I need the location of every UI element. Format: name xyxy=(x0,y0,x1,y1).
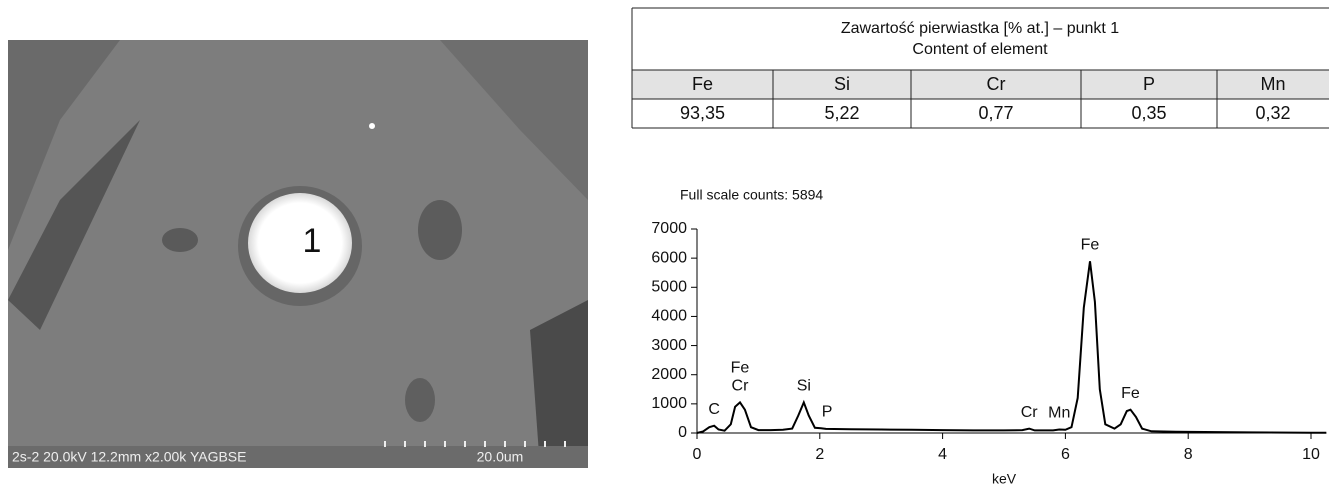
scale-bar xyxy=(384,441,566,447)
table-cell: 0,35 xyxy=(1131,103,1166,123)
x-tick-label: 10 xyxy=(1302,446,1320,463)
sem-region xyxy=(8,120,140,330)
sem-region xyxy=(440,40,588,200)
y-tick-label: 0 xyxy=(678,424,687,441)
peak-label: Mn xyxy=(1048,405,1070,422)
x-tick-label: 4 xyxy=(938,446,947,463)
column-header: Si xyxy=(834,74,850,94)
x-tick-label: 0 xyxy=(693,446,702,463)
column-header: Cr xyxy=(987,74,1006,94)
peak-label: Fe xyxy=(1121,385,1140,402)
sem-image: 1 2s-2 20.0kV 12.2mm x2.00k YAGBSE 20.0u… xyxy=(8,40,588,468)
chart-subtitle: Full scale counts: 5894 xyxy=(680,187,823,203)
peak-label: Fe xyxy=(731,360,750,377)
x-tick-label: 8 xyxy=(1184,446,1193,463)
table-cell: 93,35 xyxy=(680,103,725,123)
table-title: Content of element xyxy=(912,41,1048,58)
header-row xyxy=(632,70,773,99)
sem-pore xyxy=(405,378,435,422)
y-tick-label: 5000 xyxy=(651,279,687,296)
peak-label: Cr xyxy=(732,378,750,395)
peak-label: Fe xyxy=(1081,236,1100,253)
spectrum-line xyxy=(696,261,1327,434)
peak-label: Si xyxy=(797,378,811,395)
table: Zawartość pierwiastka [% at.] – punkt 1 … xyxy=(631,7,1329,129)
y-tick-label: 7000 xyxy=(651,220,687,237)
y-tick-label: 6000 xyxy=(651,249,687,266)
sem-info-bar xyxy=(8,446,588,468)
sem-scale: 20.0um xyxy=(477,449,524,465)
x-axis-label: keV xyxy=(992,471,1017,487)
peak-label: C xyxy=(708,401,720,418)
y-tick-label: 3000 xyxy=(651,337,687,354)
sem-speck xyxy=(369,123,375,129)
point-marker: 1 xyxy=(303,222,322,260)
table-cell: 0,77 xyxy=(978,103,1013,123)
column-header: P xyxy=(1143,74,1155,94)
column-header: Mn xyxy=(1260,74,1285,94)
column-header: Fe xyxy=(692,74,713,94)
table-title: Zawartość pierwiastka [% at.] – punkt 1 xyxy=(841,20,1119,37)
x-tick-label: 2 xyxy=(815,446,824,463)
sem-particle xyxy=(248,193,352,293)
peak-label: Cr xyxy=(1021,404,1039,421)
table-cell: 0,32 xyxy=(1255,103,1290,123)
y-tick-label: 4000 xyxy=(651,308,687,325)
peak-label: P xyxy=(822,404,833,421)
header-row xyxy=(773,70,1329,99)
y-tick-label: 1000 xyxy=(651,395,687,412)
sem-region xyxy=(8,40,120,250)
table-cell: 5,22 xyxy=(824,103,859,123)
x-tick-label: 6 xyxy=(1061,446,1070,463)
sem-info: 2s-2 20.0kV 12.2mm x2.00k YAGBSE xyxy=(12,449,247,465)
sem-pore xyxy=(418,200,462,260)
y-tick-label: 2000 xyxy=(651,366,687,383)
table-border xyxy=(631,7,1329,129)
sem-pore xyxy=(162,228,198,252)
sem-region xyxy=(530,300,588,468)
